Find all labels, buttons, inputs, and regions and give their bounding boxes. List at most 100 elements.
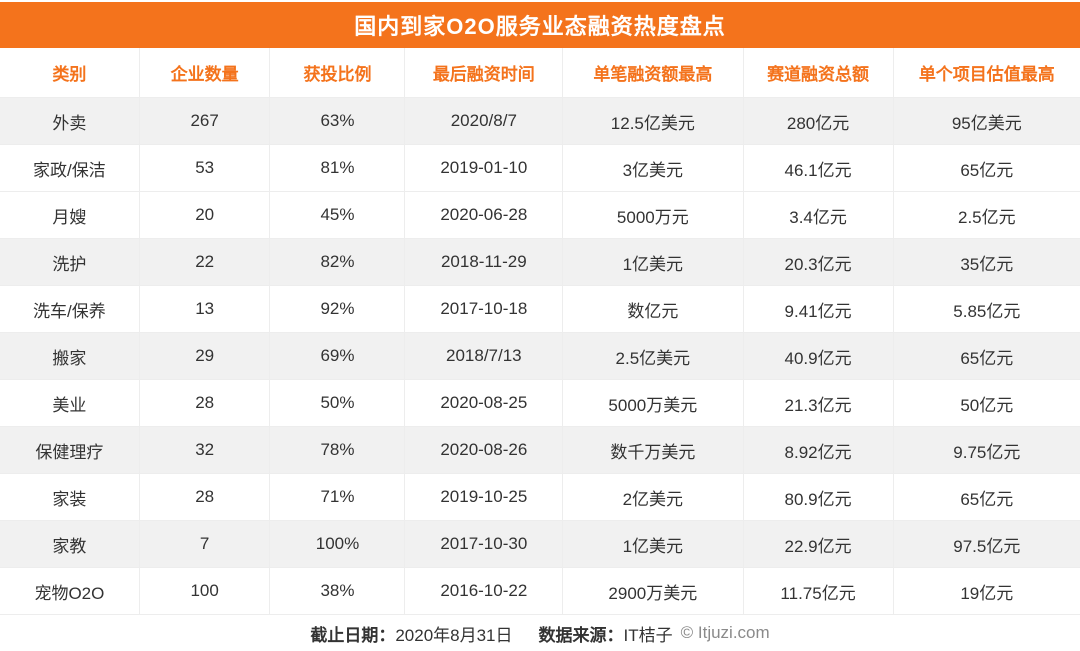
table-row: 外卖 267 63% 2020/8/7 12.5亿美元 280亿元 95亿美元 <box>0 97 1080 145</box>
column-header-track-total-funding: 赛道融资总额 <box>743 48 894 98</box>
cell-last-funding-date: 2018-11-29 <box>404 238 564 286</box>
cell-max-project-valuation: 35亿元 <box>893 238 1080 286</box>
cell-last-funding-date: 2017-10-30 <box>404 520 564 568</box>
cell-company-count: 22 <box>139 238 271 286</box>
cell-max-project-valuation: 65亿元 <box>893 473 1080 521</box>
cell-track-total-funding: 21.3亿元 <box>743 379 894 427</box>
table-row: 家装 28 71% 2019-10-25 2亿美元 80.9亿元 65亿元 <box>0 473 1080 521</box>
cell-funded-ratio: 45% <box>269 191 406 239</box>
cell-last-funding-date: 2018/7/13 <box>404 332 564 380</box>
cell-max-project-valuation: 9.75亿元 <box>893 426 1080 474</box>
table-row: 搬家 29 69% 2018/7/13 2.5亿美元 40.9亿元 65亿元 <box>0 332 1080 380</box>
header-row: 类别 企业数量 获投比例 最后融资时间 单笔融资额最高 赛道融资总额 单个项目估… <box>0 48 1080 98</box>
cell-category: 搬家 <box>0 332 140 380</box>
cell-category: 家政/保洁 <box>0 144 140 192</box>
cell-max-single-funding: 2.5亿美元 <box>562 332 744 380</box>
cell-track-total-funding: 9.41亿元 <box>743 285 894 333</box>
table-row: 保健理疗 32 78% 2020-08-26 数千万美元 8.92亿元 9.75亿元 <box>0 426 1080 474</box>
cell-company-count: 28 <box>139 379 271 427</box>
cell-category: 宠物O2O <box>0 567 140 615</box>
cell-max-project-valuation: 95亿美元 <box>893 97 1080 145</box>
cell-funded-ratio: 50% <box>269 379 406 427</box>
cell-max-single-funding: 1亿美元 <box>562 238 744 286</box>
cell-track-total-funding: 20.3亿元 <box>743 238 894 286</box>
cell-max-project-valuation: 65亿元 <box>893 332 1080 380</box>
table-header: 类别 企业数量 获投比例 最后融资时间 单笔融资额最高 赛道融资总额 单个项目估… <box>0 48 1080 98</box>
table-row: 家教 7 100% 2017-10-30 1亿美元 22.9亿元 97.5亿元 <box>0 520 1080 568</box>
cell-max-single-funding: 3亿美元 <box>562 144 744 192</box>
title-bar: 国内到家O2O服务业态融资热度盘点 <box>0 2 1080 48</box>
cell-funded-ratio: 63% <box>269 97 406 145</box>
cell-funded-ratio: 38% <box>269 567 406 615</box>
cell-company-count: 28 <box>139 473 271 521</box>
cell-category: 外卖 <box>0 97 140 145</box>
cell-track-total-funding: 11.75亿元 <box>743 567 894 615</box>
cell-max-project-valuation: 65亿元 <box>893 144 1080 192</box>
cell-max-single-funding: 数千万美元 <box>562 426 744 474</box>
cell-max-single-funding: 数亿元 <box>562 285 744 333</box>
cell-track-total-funding: 8.92亿元 <box>743 426 894 474</box>
cell-last-funding-date: 2020-06-28 <box>404 191 564 239</box>
cell-max-project-valuation: 5.85亿元 <box>893 285 1080 333</box>
column-header-company-count: 企业数量 <box>139 48 271 98</box>
cell-track-total-funding: 280亿元 <box>743 97 894 145</box>
cell-max-single-funding: 12.5亿美元 <box>562 97 744 145</box>
table-row: 洗护 22 82% 2018-11-29 1亿美元 20.3亿元 35亿元 <box>0 238 1080 286</box>
cell-last-funding-date: 2020/8/7 <box>404 97 564 145</box>
cell-category: 家教 <box>0 520 140 568</box>
cell-company-count: 29 <box>139 332 271 380</box>
cell-funded-ratio: 69% <box>269 332 406 380</box>
cell-last-funding-date: 2019-10-25 <box>404 473 564 521</box>
page-title: 国内到家O2O服务业态融资热度盘点 <box>354 14 726 39</box>
column-header-last-funding-date: 最后融资时间 <box>404 48 564 98</box>
cell-max-single-funding: 2亿美元 <box>562 473 744 521</box>
cell-max-single-funding: 5000万元 <box>562 191 744 239</box>
deadline-value: 2020年8月31日 <box>395 625 513 645</box>
cell-max-project-valuation: 2.5亿元 <box>893 191 1080 239</box>
cell-funded-ratio: 71% <box>269 473 406 521</box>
column-header-category: 类别 <box>0 48 140 98</box>
cell-company-count: 7 <box>139 520 271 568</box>
funding-table: 类别 企业数量 获投比例 最后融资时间 单笔融资额最高 赛道融资总额 单个项目估… <box>0 48 1080 615</box>
cell-category: 美业 <box>0 379 140 427</box>
column-header-max-single-funding: 单笔融资额最高 <box>562 48 744 98</box>
cell-track-total-funding: 22.9亿元 <box>743 520 894 568</box>
cell-funded-ratio: 82% <box>269 238 406 286</box>
table-row: 宠物O2O 100 38% 2016-10-22 2900万美元 11.75亿元 19亿元 <box>0 567 1080 615</box>
cell-company-count: 53 <box>139 144 271 192</box>
cell-company-count: 267 <box>139 97 271 145</box>
cell-company-count: 20 <box>139 191 271 239</box>
column-header-max-project-valuation: 单个项目估值最高 <box>893 48 1080 98</box>
cell-category: 月嫂 <box>0 191 140 239</box>
table-body: 外卖 267 63% 2020/8/7 12.5亿美元 280亿元 95亿美元 家政/保洁 53… <box>0 97 1080 615</box>
cell-max-single-funding: 2900万美元 <box>562 567 744 615</box>
source-label: 数据来源： <box>538 625 624 645</box>
source-value: IT桔子 <box>623 625 673 645</box>
cell-max-project-valuation: 19亿元 <box>893 567 1080 615</box>
table-row: 家政/保洁 53 81% 2019-01-10 3亿美元 46.1亿元 65亿元 <box>0 144 1080 192</box>
cell-max-project-valuation: 50亿元 <box>893 379 1080 427</box>
cell-funded-ratio: 78% <box>269 426 406 474</box>
cell-category: 家装 <box>0 473 140 521</box>
cell-max-single-funding: 1亿美元 <box>562 520 744 568</box>
copyright-text: © Itjuzi.com <box>680 623 770 642</box>
cell-last-funding-date: 2019-01-10 <box>404 144 564 192</box>
footer-bar: 截止日期： 2020年8月31日 数据来源： IT桔子 © Itjuzi.com <box>0 615 1080 651</box>
deadline-label: 截止日期： <box>310 625 396 645</box>
cell-last-funding-date: 2017-10-18 <box>404 285 564 333</box>
cell-max-project-valuation: 97.5亿元 <box>893 520 1080 568</box>
column-header-funded-ratio: 获投比例 <box>269 48 406 98</box>
table-row: 美业 28 50% 2020-08-25 5000万美元 21.3亿元 50亿元 <box>0 379 1080 427</box>
cell-track-total-funding: 3.4亿元 <box>743 191 894 239</box>
cell-last-funding-date: 2020-08-26 <box>404 426 564 474</box>
cell-company-count: 13 <box>139 285 271 333</box>
cell-funded-ratio: 81% <box>269 144 406 192</box>
cell-funded-ratio: 100% <box>269 520 406 568</box>
table-row: 洗车/保养 13 92% 2017-10-18 数亿元 9.41亿元 5.85亿元 <box>0 285 1080 333</box>
cell-category: 保健理疗 <box>0 426 140 474</box>
cell-track-total-funding: 46.1亿元 <box>743 144 894 192</box>
cell-track-total-funding: 80.9亿元 <box>743 473 894 521</box>
cell-company-count: 32 <box>139 426 271 474</box>
cell-category: 洗护 <box>0 238 140 286</box>
